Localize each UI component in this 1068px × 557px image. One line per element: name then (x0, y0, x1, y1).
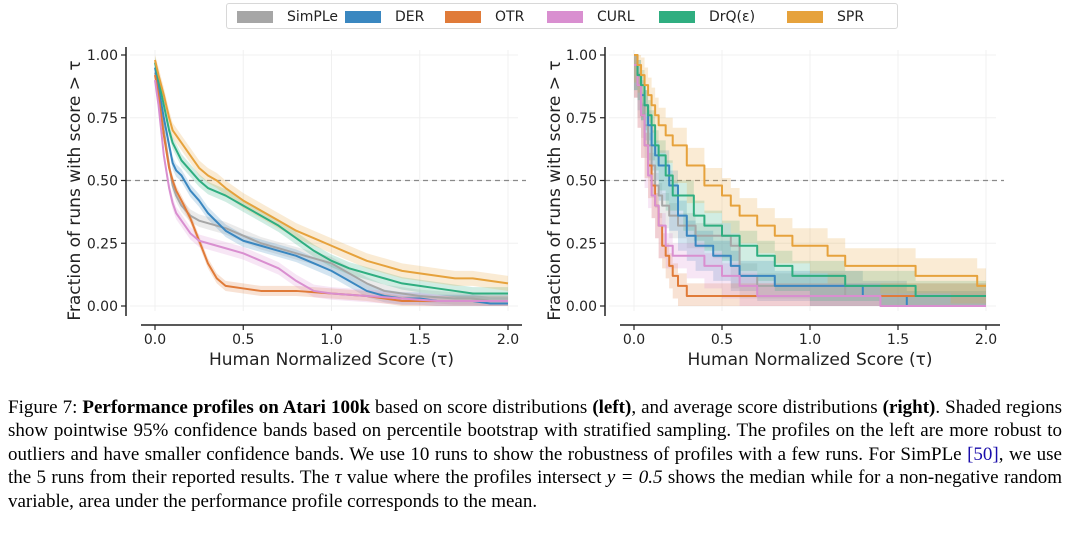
chart-legend: SimPLe DER OTR CURL DrQ(ε) SPR (226, 3, 898, 29)
y-tick-label: 0.75 (566, 111, 597, 127)
chart-left: 0.00 0.25 0.50 0.75 1.00 0.0 0.5 1.0 1.5 2.0 Human… (65, 47, 526, 370)
caption-text-1: based on score distributions (370, 397, 593, 418)
caption-bold-title: Performance profiles on Atari 100k (82, 397, 371, 418)
y-tick-label: 0.00 (566, 299, 597, 315)
x-tick-label: 2.0 (497, 332, 519, 348)
legend-swatch (787, 11, 823, 23)
series-line (154, 79, 508, 302)
series-line (634, 54, 986, 297)
x-tick-label: 0.0 (623, 332, 645, 348)
x-tick-label: 0.5 (711, 332, 733, 348)
confidence-band (155, 66, 508, 306)
series-line (634, 54, 986, 287)
y-tick-label: 1.00 (87, 48, 118, 64)
legend-swatch (659, 11, 695, 23)
confidence-band (155, 61, 508, 307)
series-line (634, 64, 986, 307)
caption-text-2: , and average score distributions (631, 397, 883, 418)
caption-fig-label: Figure 7: (8, 397, 83, 418)
series-line (154, 59, 509, 285)
series-line (154, 72, 508, 302)
legend-item: DER (345, 7, 424, 27)
y-tick-label: 0.50 (566, 174, 597, 190)
confidence-band (634, 55, 986, 306)
confidence-band (155, 55, 508, 291)
charts-canvas: 0.00 0.25 0.50 0.75 1.00 0.0 0.5 1.0 1.5 2.0 Human… (65, 47, 1004, 370)
caption-text-3: . Shaded regions show pointwise 95% conf… (8, 397, 1062, 465)
y-tick-label: 0.00 (87, 299, 118, 315)
x-tick-label: 1.5 (887, 332, 909, 348)
caption-right-label: (right) (882, 397, 936, 418)
caption-left-label: (left) (592, 397, 632, 418)
y-axis-label: Fraction of runs with score > τ (545, 60, 565, 320)
caption-reference-link[interactable]: [50] (967, 443, 999, 465)
legend-label: OTR (495, 9, 525, 25)
x-tick-label: 1.0 (799, 332, 821, 348)
caption-tau: τ (334, 467, 342, 489)
x-tick-label: 1.0 (320, 332, 342, 348)
legend-item: SPR (787, 7, 864, 27)
y-tick-label: 0.75 (87, 111, 118, 127)
legend-label: SimPLe (287, 9, 339, 25)
series-line (154, 62, 508, 295)
y-tick-label: 0.50 (87, 174, 118, 190)
y-tick-label: 1.00 (566, 48, 597, 64)
confidence-band (634, 55, 986, 306)
y-tick-label: 0.25 (87, 236, 118, 252)
legend-label: CURL (597, 9, 635, 25)
legend-swatch (345, 11, 381, 23)
figure-caption: Figure 7: Performance profiles on Atari … (8, 396, 1062, 513)
caption-text-4: , we use the 5 runs from their reported … (8, 443, 1062, 489)
y-axis-label: Fraction of runs with score > τ (65, 60, 85, 320)
caption-text-5: value where the profiles intersect (341, 467, 607, 489)
legend-item: SimPLe (237, 7, 338, 27)
caption-equation: y = 0.5 (606, 467, 663, 489)
x-tick-label: 1.5 (409, 332, 431, 348)
confidence-band (155, 73, 508, 306)
legend-swatch (237, 11, 273, 23)
x-axis-label: Human Normalized Score (τ) (687, 350, 932, 370)
legend-label: DrQ(ε) (709, 9, 756, 25)
series-line (154, 74, 508, 302)
legend-item: OTR (445, 7, 524, 27)
legend-swatch (445, 11, 481, 23)
x-tick-label: 2.0 (975, 332, 997, 348)
legend-swatch (547, 11, 583, 23)
caption-text-6: shows the median while for a non-negativ… (8, 467, 1062, 512)
legend-label: SPR (837, 9, 865, 25)
chart-right: 0.00 0.25 0.50 0.75 1.00 0.0 0.5 1.0 1.5 2.0 Human… (545, 47, 1004, 370)
confidence-band (634, 55, 986, 306)
confidence-band (634, 55, 986, 306)
legend-label: DER (395, 9, 425, 25)
x-tick-label: 0.0 (144, 332, 166, 348)
legend-item: CURL (547, 7, 635, 27)
legend-item: DrQ(ε) (659, 7, 755, 27)
y-tick-label: 0.25 (566, 236, 597, 252)
x-axis-label: Human Normalized Score (τ) (209, 350, 454, 370)
x-tick-label: 0.5 (232, 332, 254, 348)
